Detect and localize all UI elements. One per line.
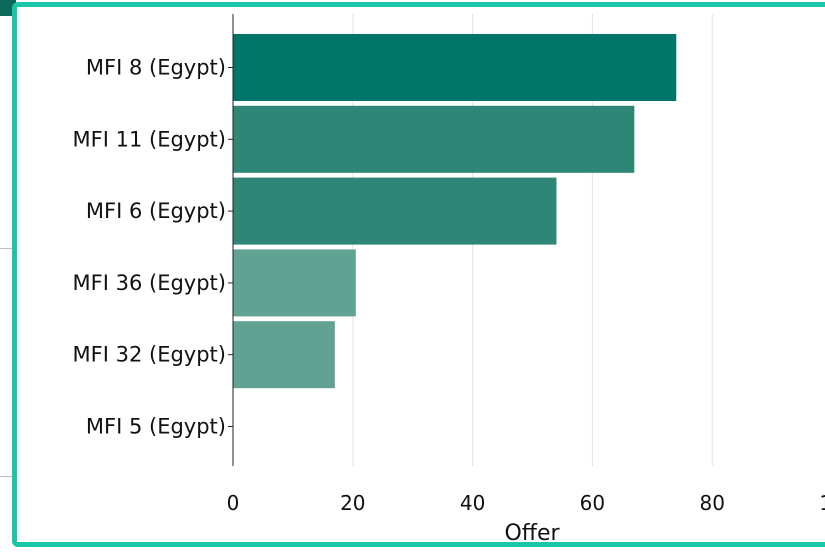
x-tick-label-20: 20 [340,491,365,515]
y-category-label: MFI 6 (Egypt) [86,199,226,223]
x-tick-label-40: 40 [460,491,485,515]
y-category-label: MFI 32 (Egypt) [73,343,226,367]
bar-mfi-8-egypt [233,34,677,101]
x-tick-label-60: 60 [580,491,605,515]
bar-mfi-36-egypt [233,249,356,317]
bar-mfi-32-egypt [233,321,335,389]
left-divider-bottom [0,476,14,477]
y-category-label: MFI 36 (Egypt) [73,271,226,295]
bar-mfi-11-egypt [233,105,635,173]
x-tick-label-100: 10 [819,491,825,515]
y-axis: MFI 8 (Egypt) MFI 11 (Egypt) MFI 6 (Egypt)… [73,14,234,466]
x-axis-ticks: 0 20 40 60 80 10 [227,491,825,515]
bar-mfi-6-egypt [233,177,557,245]
bars [233,34,677,389]
x-tick-label-80: 80 [699,491,724,515]
x-tick-label-0: 0 [227,491,240,515]
y-category-label: MFI 11 (Egypt) [73,127,226,151]
y-category-label: MFI 5 (Egypt) [86,415,226,439]
x-axis-title: Offer [504,521,560,546]
y-category-label: MFI 8 (Egypt) [86,56,226,80]
left-divider-top [0,248,14,249]
